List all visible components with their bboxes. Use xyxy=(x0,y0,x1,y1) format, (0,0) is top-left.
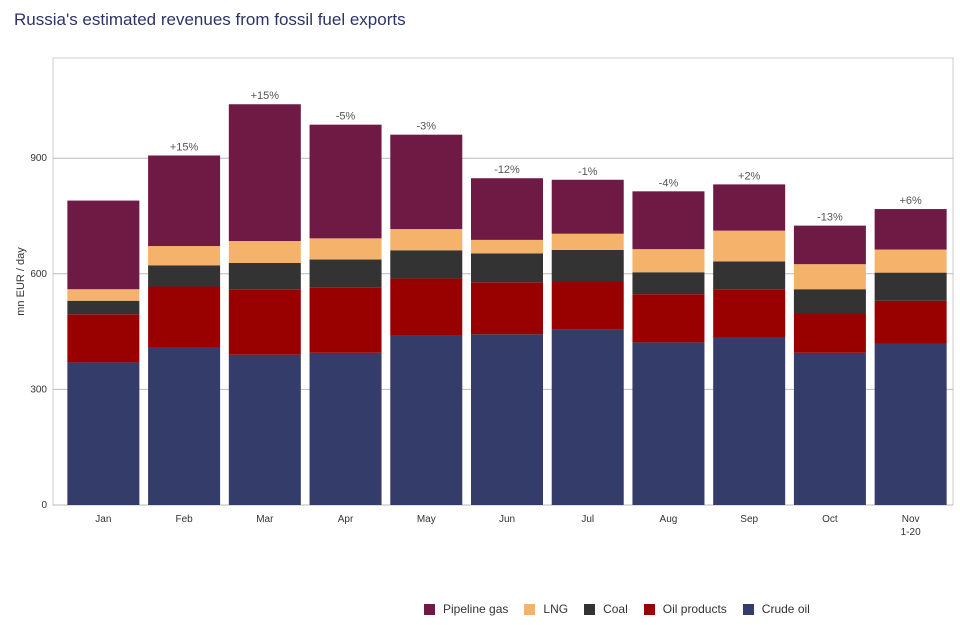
bar-segment xyxy=(309,287,382,353)
chart-title: Russia's estimated revenues from fossil … xyxy=(14,10,406,29)
x-tick-label: Jun xyxy=(499,514,515,525)
bar-segment xyxy=(874,249,947,273)
bar-segment xyxy=(228,289,301,355)
y-tick-label: 900 xyxy=(30,153,47,164)
bar-segment xyxy=(793,352,866,505)
bar-segment xyxy=(551,233,624,250)
y-axis-label: mn EUR / day xyxy=(15,247,27,316)
x-tick-label: Jan xyxy=(95,514,111,525)
bar-annotation: -13% xyxy=(817,212,843,224)
bar-segment xyxy=(390,134,463,230)
bar-segment xyxy=(632,342,705,505)
bar-segment xyxy=(471,178,543,240)
bar-segment xyxy=(309,352,382,505)
bar-segment xyxy=(67,314,140,363)
legend-item: Crude oil xyxy=(742,602,810,616)
bar-segment xyxy=(390,229,463,251)
bar-segment xyxy=(874,209,947,250)
bar-segment xyxy=(551,179,624,234)
y-tick-label: 300 xyxy=(30,384,47,395)
bar-segment xyxy=(67,300,140,315)
bar-segment xyxy=(148,286,221,348)
x-tick-label: Jul xyxy=(581,514,594,525)
legend-item: LNG xyxy=(524,602,568,616)
bar-annotation: -3% xyxy=(416,121,436,133)
bar-segment xyxy=(228,241,301,264)
bar-segment xyxy=(309,238,382,260)
bar-segment xyxy=(713,230,786,262)
bar-segment xyxy=(793,264,866,290)
bar-segment xyxy=(551,249,624,282)
legend-swatch xyxy=(424,603,435,615)
bar-annotation: -4% xyxy=(659,177,679,189)
legend-item: Oil products xyxy=(643,602,727,616)
bar-annotation: +2% xyxy=(738,170,761,182)
bar-segment xyxy=(471,334,543,505)
x-tick-label: May xyxy=(417,514,436,525)
x-tick-label: Oct xyxy=(822,514,838,525)
bar-segment xyxy=(551,281,624,330)
bar-segment xyxy=(148,155,221,247)
legend-label: Coal xyxy=(603,602,628,616)
bar-segment xyxy=(471,239,543,254)
bar-segment xyxy=(67,200,140,290)
bar-segment xyxy=(390,250,463,279)
legend-swatch xyxy=(524,603,536,615)
bar-segment xyxy=(632,294,705,343)
legend-label: LNG xyxy=(543,602,569,616)
x-tick-label: Aug xyxy=(660,514,678,525)
bar-segment xyxy=(551,329,624,505)
x-tick-label: Mar xyxy=(256,514,274,525)
y-tick-label: 0 xyxy=(41,500,47,511)
bar-segment xyxy=(228,354,301,505)
legend-swatch xyxy=(584,603,596,615)
legend-swatch xyxy=(742,603,754,615)
bar-segment xyxy=(148,246,221,266)
bar-segment xyxy=(471,282,543,335)
bar-segment xyxy=(309,124,382,239)
bar-segment xyxy=(713,289,786,337)
legend-item: Pipeline gas xyxy=(424,602,508,616)
legend-item: Coal xyxy=(584,602,628,616)
x-tick-label: Apr xyxy=(338,514,354,525)
bar-segment xyxy=(874,272,947,301)
bar-segment xyxy=(148,265,221,287)
legend-label: Crude oil xyxy=(761,602,810,616)
bar-annotation: +15% xyxy=(170,141,199,153)
bar-segment xyxy=(874,343,947,505)
bar-segment xyxy=(632,191,705,250)
bar-segment xyxy=(713,336,786,505)
bar-annotation: -1% xyxy=(578,166,598,178)
x-tick-label: Feb xyxy=(175,514,193,525)
legend-swatch xyxy=(643,603,655,615)
bar-annotation: -12% xyxy=(494,164,520,176)
bar-segment xyxy=(632,272,705,295)
bar-segment xyxy=(793,289,866,314)
bar-segment xyxy=(390,278,463,336)
bar-segment xyxy=(713,184,786,231)
bar-segment xyxy=(228,104,301,242)
bar-segment xyxy=(793,225,866,265)
bar-segment xyxy=(228,263,301,290)
legend-label: Oil products xyxy=(662,602,727,616)
bar-segment xyxy=(632,249,705,273)
chart-legend: Pipeline gas LNG Coal Oil products Crude oil xyxy=(424,602,810,616)
y-tick-label: 600 xyxy=(30,269,47,280)
bar-segment xyxy=(67,362,140,505)
bar-segment xyxy=(390,335,463,505)
bar-segment xyxy=(67,289,140,301)
bar-segment xyxy=(471,253,543,283)
bar-segment xyxy=(309,259,382,288)
bar-annotation: -5% xyxy=(336,111,356,123)
bar-annotation: +15% xyxy=(251,90,280,102)
bar-segment xyxy=(713,261,786,290)
bar-segment xyxy=(793,313,866,353)
x-tick-label: Nov 1-20 xyxy=(901,514,921,538)
legend-label: Pipeline gas xyxy=(443,602,509,616)
bar-annotation: +6% xyxy=(899,195,922,207)
bar-segment xyxy=(874,300,947,344)
bar-segment xyxy=(148,347,221,505)
x-tick-label: Sep xyxy=(740,514,758,525)
